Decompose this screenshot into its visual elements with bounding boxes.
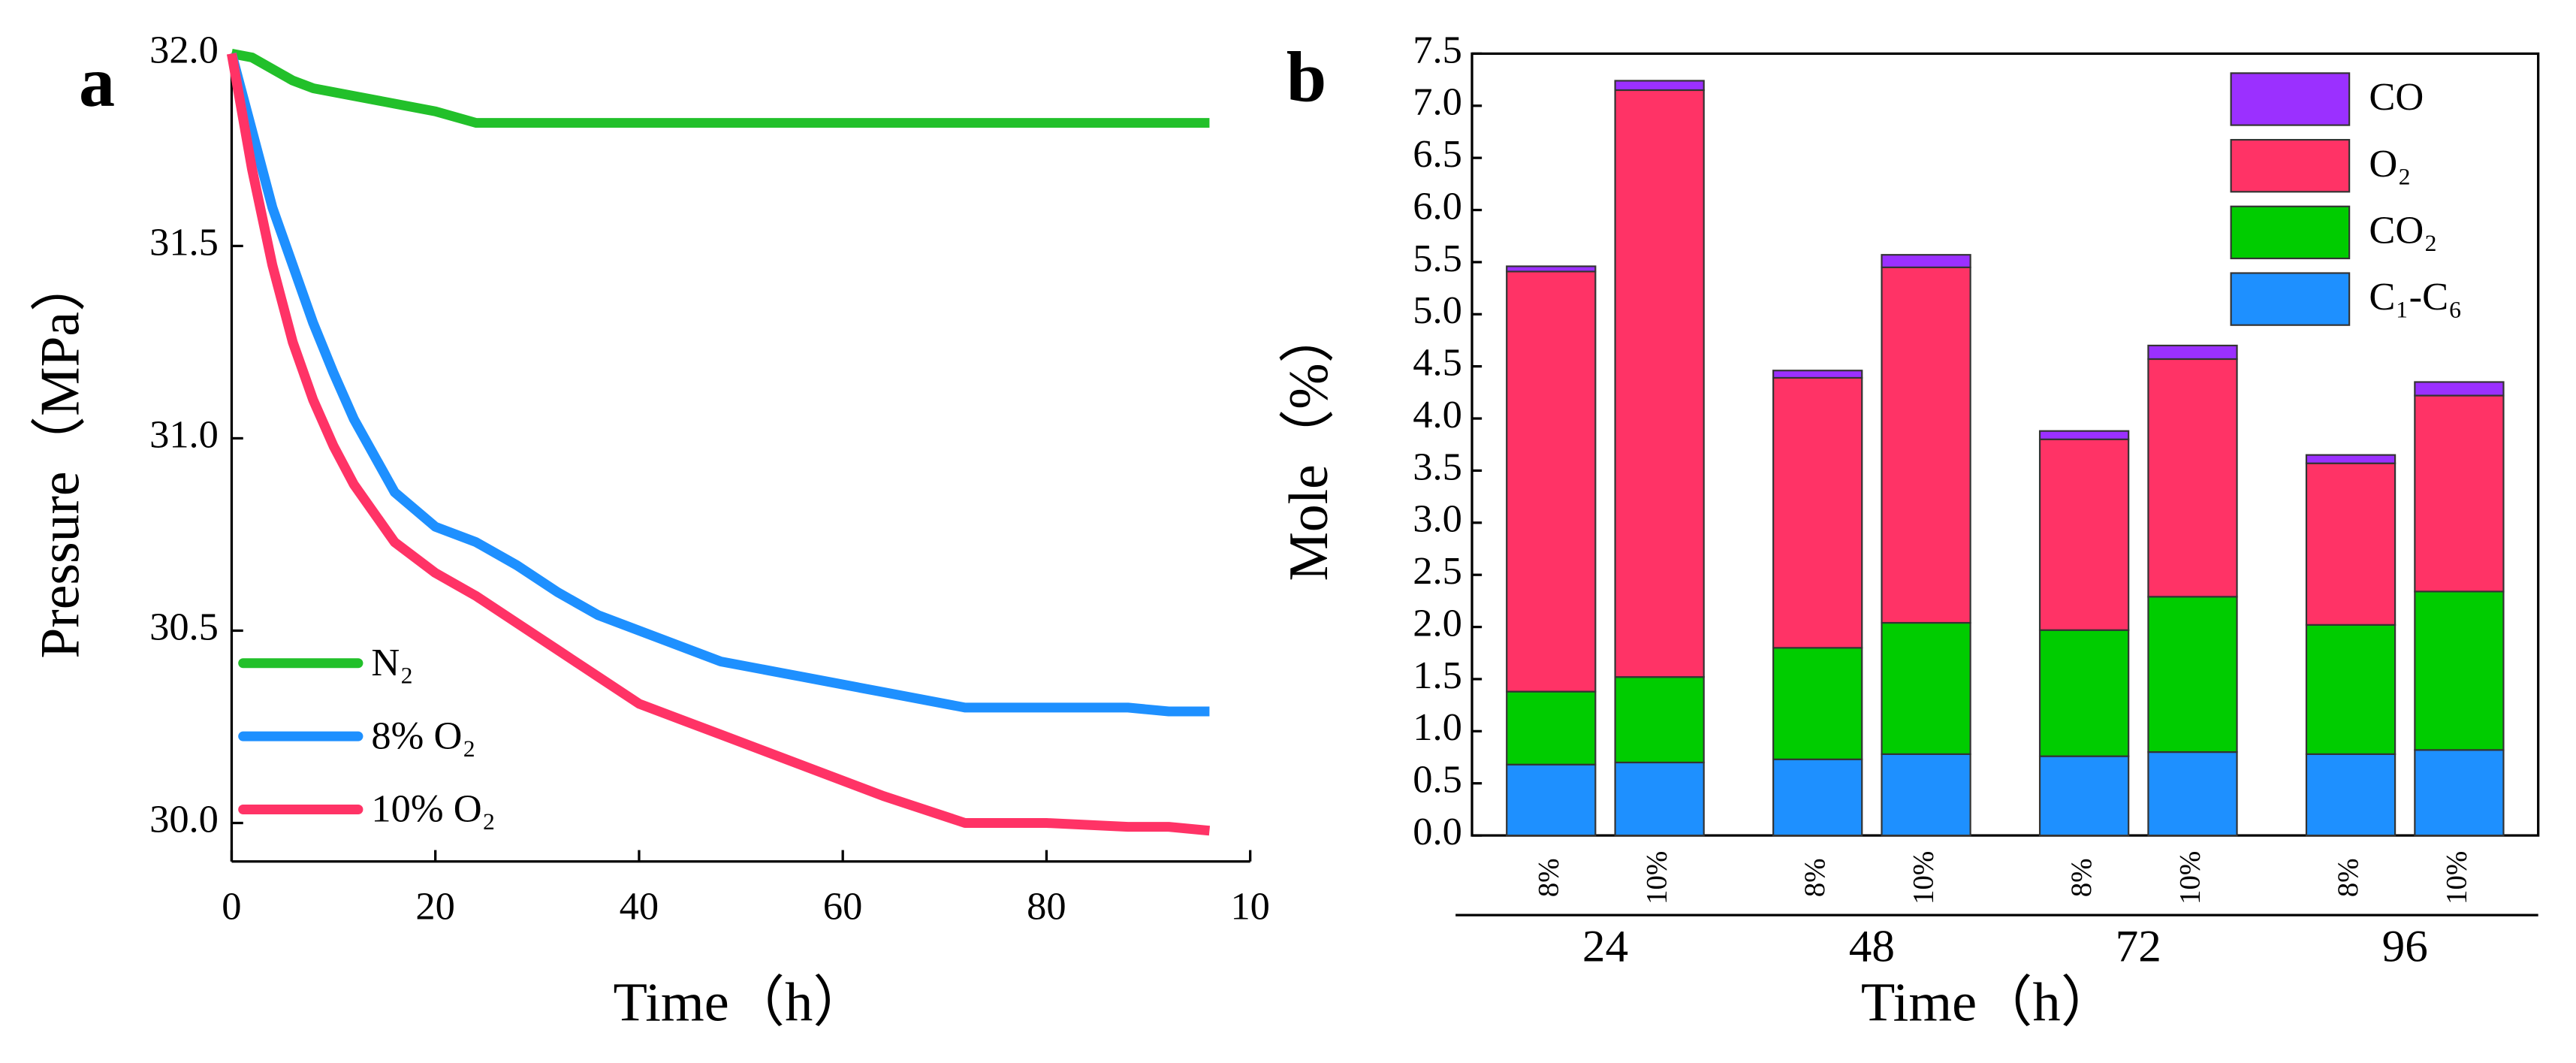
legend-label: O₂ <box>2369 142 2411 186</box>
x-tick-label: 8% <box>1799 858 1831 897</box>
x-axis-label: Time（h） <box>613 971 868 1033</box>
legend-swatch <box>2230 138 2351 193</box>
legend-swatch <box>2230 72 2351 126</box>
x-tick-label: 20 <box>415 885 454 929</box>
bar-segment <box>2414 590 2505 751</box>
y-tick-label: 6.0 <box>1413 185 1462 228</box>
group-label: 24 <box>1582 922 1628 972</box>
bar-segment <box>2414 394 2505 593</box>
y-tick-label: 5.5 <box>1413 237 1462 280</box>
y-tick-label: 7.0 <box>1413 80 1462 124</box>
bar-segment <box>1614 89 1705 678</box>
x-tick-label: 8% <box>1532 858 1564 897</box>
bar-segment <box>2038 430 2130 440</box>
y-tick-label: 3.5 <box>1413 445 1462 489</box>
bar-segment <box>2147 751 2238 837</box>
legend-swatch <box>2230 205 2351 260</box>
bar-segment <box>1506 270 1597 693</box>
bar-segment <box>1772 370 1863 379</box>
bar-segment <box>1614 761 1705 837</box>
legend-label: C₁-C₆ <box>2369 275 2462 319</box>
y-tick-label: 6.5 <box>1413 132 1462 176</box>
x-tick-label: 60 <box>823 885 862 929</box>
bar-segment <box>1881 753 1971 837</box>
group-label: 48 <box>1849 922 1895 972</box>
y-tick-label: 30.5 <box>149 605 219 649</box>
y-tick-label: 7.5 <box>1413 29 1462 72</box>
y-tick-label: 31.5 <box>149 221 219 264</box>
plot-frame <box>1470 52 2540 837</box>
bar-segment <box>2147 358 2238 598</box>
bar-segment <box>2147 344 2238 361</box>
bar-segment <box>1772 376 1863 649</box>
y-tick-label: 3.0 <box>1413 497 1462 541</box>
legend-label: CO₂ <box>2369 209 2437 252</box>
bar-segment <box>2038 438 2130 631</box>
y-tick-label: 32.0 <box>149 29 219 72</box>
y-axis-label: Mole（%） <box>1277 308 1339 581</box>
x-tick-label: 40 <box>620 885 659 929</box>
bar-segment <box>1881 266 1971 624</box>
bar-segment <box>1506 690 1597 766</box>
bar-segment <box>1614 676 1705 764</box>
y-axis-label: Pressure（MPa） <box>29 256 90 658</box>
line-series <box>227 52 1210 717</box>
bar-segment <box>1506 265 1597 273</box>
bar-segment <box>1772 647 1863 760</box>
y-tick-label: 4.0 <box>1413 393 1462 436</box>
bar-segment <box>1881 254 1971 268</box>
x-tick-label: 10% <box>2173 851 2206 904</box>
y-tick-label: 0.5 <box>1413 758 1462 802</box>
group-label: 96 <box>2382 922 2428 972</box>
line-series <box>226 53 1211 836</box>
x-tick-label: 8% <box>2332 858 2364 897</box>
y-tick-label: 5.0 <box>1413 288 1462 332</box>
legend-swatch <box>2230 272 2351 326</box>
x-tick-label: 10 <box>1230 885 1269 929</box>
x-tick-label: 10% <box>2440 851 2472 904</box>
bar-segment <box>2305 462 2397 626</box>
x-tick-label: 10% <box>1640 851 1673 904</box>
y-tick-label: 30.0 <box>149 798 219 841</box>
line-series <box>231 49 1210 128</box>
x-axis-label: Time（h） <box>1861 971 2116 1033</box>
y-tick-label: 1.5 <box>1413 654 1462 697</box>
x-tick-label: 10% <box>1907 851 1939 904</box>
bar-segment <box>2147 596 2238 753</box>
y-tick-label: 31.0 <box>149 413 219 457</box>
bar-segment <box>2305 753 2397 837</box>
y-tick-label: 2.5 <box>1413 549 1462 593</box>
legend-label: 10% O₂ <box>371 787 496 831</box>
bar-segment <box>1881 621 1971 755</box>
x-tick-label: 0 <box>222 885 241 929</box>
legend-label: N₂ <box>371 641 413 684</box>
bar-segment <box>2305 624 2397 755</box>
group-label: 72 <box>2116 922 2161 972</box>
bar-segment <box>1614 80 1705 92</box>
y-tick-label: 1.0 <box>1413 706 1462 750</box>
bar-segment <box>1506 763 1597 837</box>
y-tick-label: 0.0 <box>1413 810 1462 853</box>
legend-label: 8% O₂ <box>371 714 475 758</box>
bar-segment <box>2305 454 2397 464</box>
x-tick-label: 8% <box>2065 858 2098 897</box>
bar-segment <box>1772 758 1863 837</box>
panel-label: a <box>79 42 115 121</box>
legend-label: CO <box>2369 75 2424 119</box>
bar-segment <box>2414 749 2505 837</box>
panel-label: b <box>1286 38 1327 116</box>
bar-segment <box>2038 629 2130 757</box>
bar-segment <box>2038 755 2130 837</box>
y-tick-label: 4.5 <box>1413 341 1462 385</box>
bar-segment <box>2414 381 2505 397</box>
x-tick-label: 80 <box>1027 885 1066 929</box>
y-tick-label: 2.0 <box>1413 602 1462 645</box>
